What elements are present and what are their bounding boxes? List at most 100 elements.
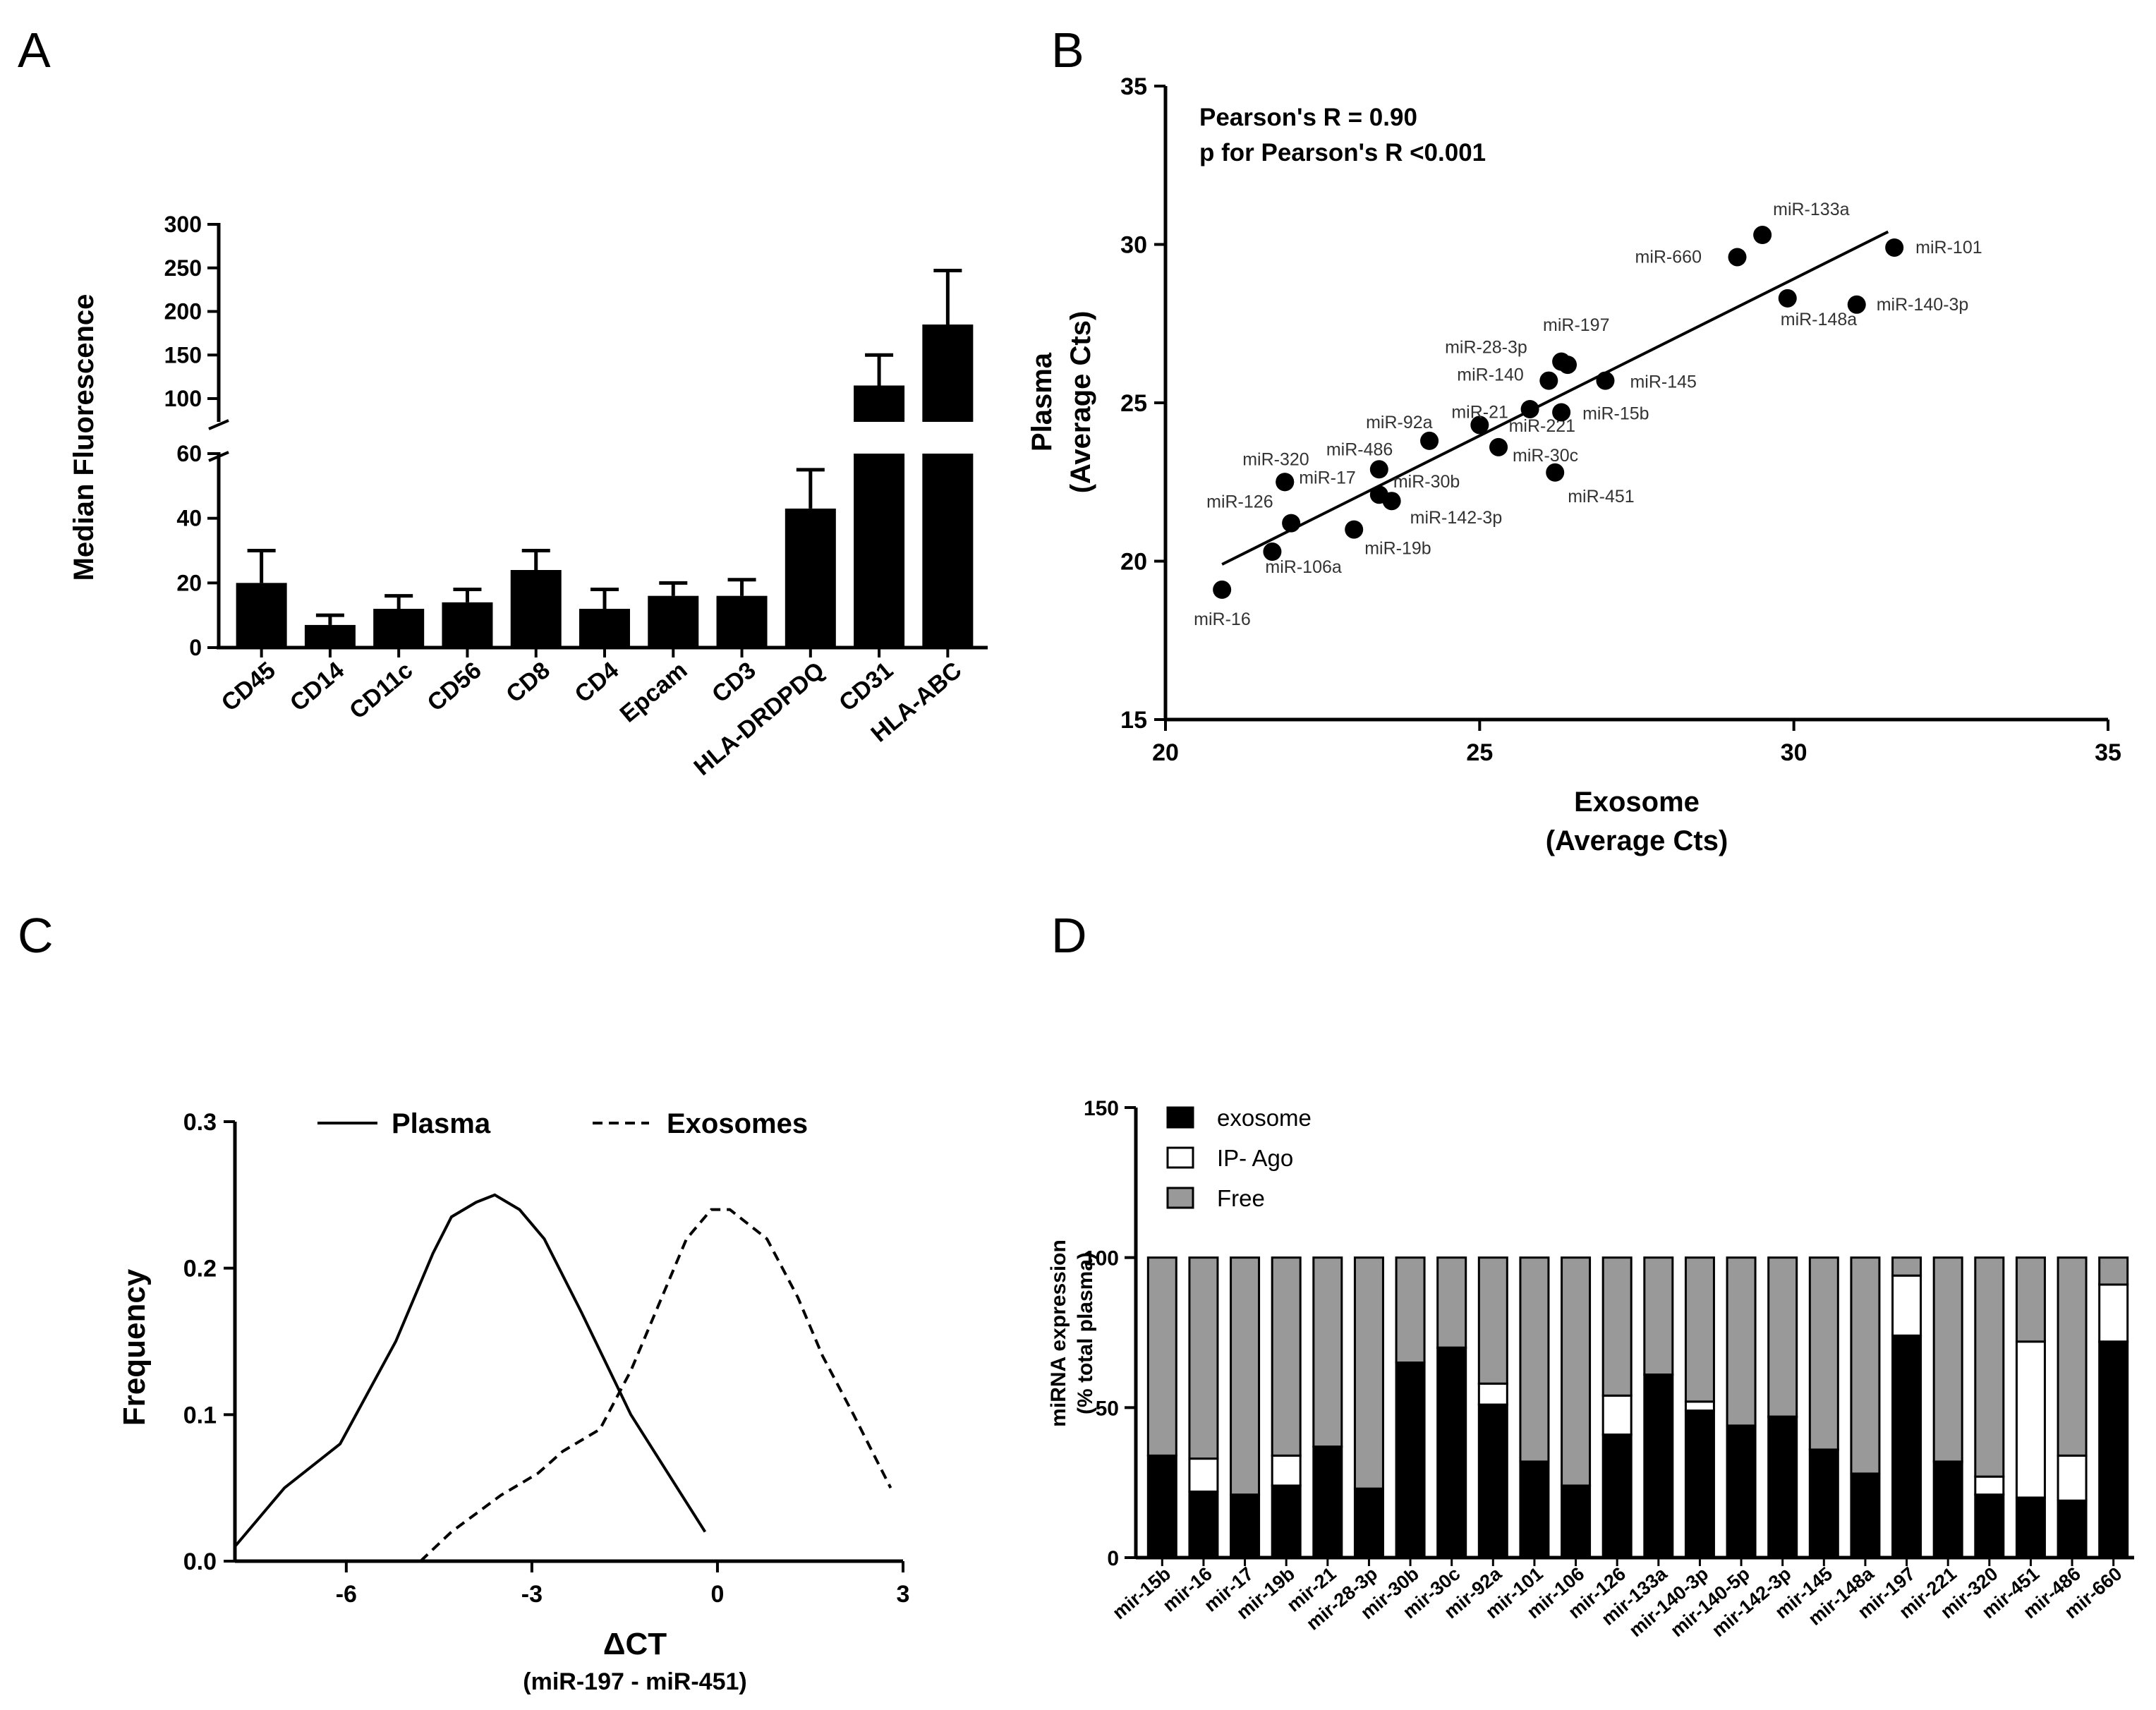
b-point-label: miR-320 [1242, 449, 1309, 469]
b-point-label: miR-660 [1635, 247, 1702, 267]
a-y-tick-label: 300 [164, 212, 202, 237]
panel-d-stacked-bar-chart: 0 50 100 150 miRNA expression (% total plasma… [1047, 1097, 2134, 1641]
d-bar-segment-free [1436, 1256, 1467, 1349]
a-bar [373, 609, 425, 648]
d-legend-label-ip-ago: IP- Ago [1217, 1145, 1293, 1171]
d-bar-segment-free [2057, 1256, 2088, 1457]
c-x-tick-label: -6 [336, 1581, 357, 1608]
b-scatter-point [1382, 492, 1401, 511]
a-bar-lower-segment [922, 454, 974, 648]
d-bar-segment-exosome [1684, 1409, 1715, 1559]
a-y-tick-label: 200 [164, 299, 202, 325]
b-y-tick-label: 15 [1120, 707, 1147, 734]
d-y-tick-label: 150 [1084, 1097, 1119, 1120]
d-bar-segment-free [2015, 1256, 2046, 1343]
b-y-axis-label-units: (Average Cts) [1065, 311, 1096, 494]
b-scatter-point [1276, 473, 1295, 492]
a-y-axis-label: Median Fluorescence [68, 294, 99, 581]
b-point-label: miR-30b [1393, 472, 1460, 492]
a-bar [716, 595, 768, 648]
d-bar-segment-exosome [1230, 1493, 1261, 1559]
d-bar-segment-free [1767, 1256, 1798, 1418]
d-bar-segment-ip-ago [1891, 1274, 1922, 1337]
d-y-tick-label: 100 [1084, 1247, 1119, 1271]
d-legend-label-free: Free [1217, 1185, 1265, 1211]
panel-letter-a: A [18, 23, 51, 78]
b-scatter-point [1546, 463, 1565, 482]
d-bar-segment-ip-ago [2015, 1340, 2046, 1499]
b-scatter-point [1520, 399, 1539, 418]
b-point-label: miR-140 [1457, 365, 1523, 385]
c-y-axis-label: Frequency [117, 1268, 152, 1426]
b-point-label: miR-142-3p [1410, 508, 1503, 528]
d-bar-segment-ip-ago [1188, 1457, 1219, 1493]
b-y-tick-label: 20 [1120, 549, 1147, 576]
b-y-tick-label: 35 [1120, 73, 1147, 100]
d-bar-segment-ip-ago [2098, 1283, 2129, 1343]
b-point-label: miR-148a [1781, 310, 1857, 329]
d-bar-segment-ip-ago [1601, 1394, 1633, 1436]
d-bar-segment-free [1932, 1256, 1963, 1463]
b-point-label: miR-101 [1915, 238, 1982, 257]
b-point-label: miR-15b [1582, 404, 1649, 423]
b-point-label: miR-17 [1299, 468, 1356, 487]
d-bar-segment-exosome [1436, 1346, 1467, 1559]
a-x-tick-label: Epcam [615, 657, 693, 728]
b-scatter-point [1552, 403, 1571, 422]
b-scatter-point [1282, 514, 1301, 533]
b-point-label: miR-30c [1513, 446, 1578, 466]
b-point-label: miR-19b [1364, 539, 1431, 559]
d-bar-segment-free [1850, 1256, 1881, 1475]
b-scatter-point [1489, 437, 1508, 456]
a-bar [442, 602, 493, 648]
b-scatter-point [1213, 580, 1232, 599]
panel-a-bar-chart: 0 20 40 60 100 150 200 250 300 Median Fluorescenc… [68, 212, 988, 781]
a-y-tick-label: 150 [164, 342, 202, 368]
b-y-tick-label: 25 [1120, 390, 1147, 417]
a-x-tick-label: CD4 [570, 657, 624, 708]
b-point-label: miR-140-3p [1877, 295, 1969, 315]
a-bar [922, 325, 974, 422]
a-x-tick-label: CD56 [423, 657, 487, 717]
a-bar [648, 595, 699, 648]
b-scatter-point [1470, 416, 1489, 435]
d-bar-segment-exosome [1974, 1493, 2005, 1559]
d-bar-segment-exosome [1726, 1424, 1757, 1559]
d-bar-segment-free [1146, 1256, 1177, 1457]
b-scatter-point [1345, 520, 1364, 539]
c-x-axis-label: ΔCT [603, 1627, 667, 1661]
a-x-tick-label: CD45 [217, 657, 281, 717]
d-bar-segment-ip-ago [1684, 1400, 1715, 1412]
b-point-label: miR-133a [1773, 200, 1849, 219]
d-bar-segment-free [1353, 1256, 1384, 1490]
d-bar-segment-free [1643, 1256, 1674, 1376]
c-x-axis-sublabel: (miR-197 - miR-451) [523, 1668, 746, 1695]
d-bar-segment-free [1188, 1256, 1219, 1460]
d-bar-segment-exosome [1519, 1460, 1550, 1559]
d-bar-segment-free [1395, 1256, 1426, 1364]
a-bar [579, 609, 630, 648]
d-bar-segment-exosome [1477, 1403, 1508, 1559]
d-bar-segment-exosome [1601, 1433, 1633, 1559]
b-scatter-point [1558, 356, 1577, 375]
d-bar-segment-exosome [1808, 1448, 1839, 1559]
c-series-plasma-line [234, 1193, 707, 1548]
d-bar-segment-exosome [1891, 1334, 1922, 1559]
c-x-tick-label: 0 [710, 1581, 724, 1608]
b-point-label: miR-16 [1194, 610, 1251, 629]
b-point-label: miR-126 [1206, 492, 1273, 512]
b-scatter-point [1420, 431, 1439, 450]
b-scatter-point [1369, 460, 1388, 479]
a-axis-break-mark [208, 451, 229, 462]
d-bar-segment-free [1808, 1256, 1839, 1451]
b-scatter-point [1539, 371, 1558, 390]
a-x-tick-label: CD8 [501, 657, 555, 708]
b-scatter-point [1847, 295, 1866, 314]
d-legend-label-exosome: exosome [1217, 1105, 1312, 1131]
b-point-label: miR-451 [1568, 487, 1634, 507]
a-y-tick-label: 40 [176, 506, 202, 531]
a-y-tick-label: 100 [164, 386, 202, 411]
b-x-tick-label: 30 [1781, 739, 1807, 766]
d-bar-segment-exosome [1850, 1472, 1881, 1559]
